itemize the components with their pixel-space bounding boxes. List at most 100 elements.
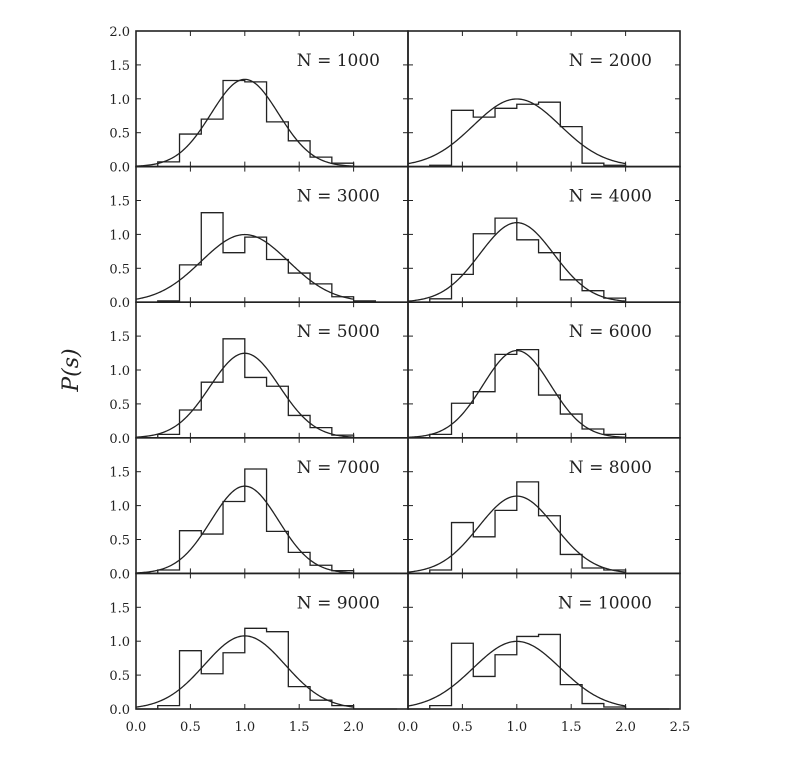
fit-curve	[407, 221, 626, 302]
histogram-bar	[495, 655, 517, 709]
histogram-bar	[473, 234, 495, 302]
y-tick-label: 0.5	[109, 534, 130, 549]
fit-curve	[407, 640, 626, 707]
x-tick-labels: 0.0 0.5 1.0 1.5 2.0 0.0 0.5 1.0 1.5 2.0 2.5	[126, 720, 691, 735]
y-tick-label: 1.5	[109, 195, 130, 210]
x-tick-label: 2.0	[343, 720, 364, 735]
histogram-bar	[582, 704, 604, 709]
histogram-bar	[517, 482, 539, 574]
histogram-bar	[201, 534, 223, 573]
histogram-bar	[560, 127, 582, 167]
histogram-bar	[223, 253, 245, 302]
histogram-bar	[310, 157, 332, 166]
histogram-steps	[408, 101, 670, 168]
y-tick-label: 0.0	[109, 161, 130, 176]
fit-curve	[135, 485, 354, 574]
fit-curve	[135, 635, 354, 708]
panel-8: N = 8000	[407, 436, 681, 575]
histogram-bar	[223, 80, 245, 166]
histogram-bar	[473, 537, 495, 574]
histogram-bar	[495, 354, 517, 437]
histogram-bar	[245, 237, 267, 302]
panel-4: N = 4000	[407, 165, 681, 304]
histogram-bar	[245, 469, 267, 573]
fit-curve	[407, 495, 626, 573]
y-tick-label: 0.0	[109, 567, 130, 582]
histogram-bar	[332, 297, 354, 302]
histogram-bar	[452, 523, 474, 574]
panel-label: N = 10000	[558, 593, 652, 613]
histogram-bar	[517, 240, 539, 302]
histogram-bar	[201, 382, 223, 438]
histogram-bar	[539, 102, 561, 166]
histogram-bar	[267, 632, 289, 709]
y-tick-label: 0.5	[109, 127, 130, 142]
histogram-bar	[201, 674, 223, 709]
fit-curve	[407, 98, 626, 165]
histogram-bar	[245, 377, 267, 437]
histogram-steps	[136, 212, 398, 303]
histogram-bar	[473, 117, 495, 166]
y-tick-label: 0.5	[109, 669, 130, 684]
panels-group: 0.0 0.5 1.0 1.5 2.0 N = 1000 N = 2000 0.0 0.5 1.0…	[109, 25, 681, 718]
histogram-steps	[136, 468, 398, 575]
panel-label: N = 4000	[569, 187, 652, 207]
y-tick-label: 0.0	[109, 703, 130, 718]
fit-curve	[407, 349, 626, 438]
x-tick-label: 1.5	[289, 720, 310, 735]
panel-2: N = 2000	[407, 30, 681, 168]
x-tick-label: 0.5	[180, 720, 201, 735]
histogram-bar	[473, 392, 495, 438]
y-tick-label: 0.5	[109, 262, 130, 277]
y-tick-label: 0.0	[109, 432, 130, 447]
histogram-bar	[495, 108, 517, 166]
histogram-bar	[539, 634, 561, 709]
x-tick-label: 0.0	[398, 720, 419, 735]
panel-9: 0.0 0.5 1.0 1.5 N = 9000	[109, 572, 409, 718]
y-tick-label: 2.0	[109, 25, 130, 40]
histogram-bar	[267, 122, 289, 167]
x-tick-label: 0.0	[126, 720, 147, 735]
x-tick-label: 2.0	[615, 720, 636, 735]
histogram-bar	[245, 82, 267, 167]
panel-3: 0.0 0.5 1.0 1.5 N = 3000	[109, 165, 409, 311]
panel-7: 0.0 0.5 1.0 1.5 N = 7000	[109, 436, 409, 582]
panel-label: N = 9000	[297, 593, 380, 613]
histogram-bar	[223, 653, 245, 709]
panel-label: N = 2000	[569, 51, 652, 71]
histogram-bar	[245, 628, 267, 709]
histogram-bar	[267, 531, 289, 573]
histogram-steps	[136, 338, 398, 439]
histogram-bar	[452, 643, 474, 709]
histogram-bar	[539, 516, 561, 574]
y-tick-label: 1.5	[109, 466, 130, 481]
y-axis-label: P(s)	[59, 348, 84, 392]
histogram-bar	[267, 259, 289, 302]
histogram-bar	[452, 110, 474, 166]
histogram-bar	[223, 502, 245, 574]
panel-10: N = 10000	[407, 572, 681, 710]
y-tick-label: 0.5	[109, 398, 130, 413]
x-tick-label: 2.5	[670, 720, 691, 735]
panel-5: 0.0 0.5 1.0 1.5 N = 5000	[109, 301, 409, 447]
panel-label: N = 7000	[297, 458, 380, 478]
x-tick-label: 1.5	[561, 720, 582, 735]
histogram-bar	[539, 253, 561, 302]
fit-curve	[135, 233, 354, 300]
y-tick-label: 1.5	[109, 59, 130, 74]
histogram-steps	[408, 633, 670, 710]
y-tick-label: 1.0	[109, 228, 130, 243]
x-tick-label: 0.5	[452, 720, 473, 735]
y-tick-label: 1.5	[109, 601, 130, 616]
x-tick-label: 1.0	[234, 720, 255, 735]
panel-label: N = 1000	[297, 51, 380, 71]
histogram-steps	[136, 627, 398, 710]
panel-label: N = 6000	[569, 322, 652, 342]
histogram-bar	[517, 104, 539, 166]
histogram-bar	[310, 284, 332, 302]
y-tick-label: 1.0	[109, 500, 130, 515]
panel-label: N = 3000	[297, 187, 380, 207]
histogram-bar	[180, 531, 202, 574]
histogram-bar	[452, 403, 474, 438]
